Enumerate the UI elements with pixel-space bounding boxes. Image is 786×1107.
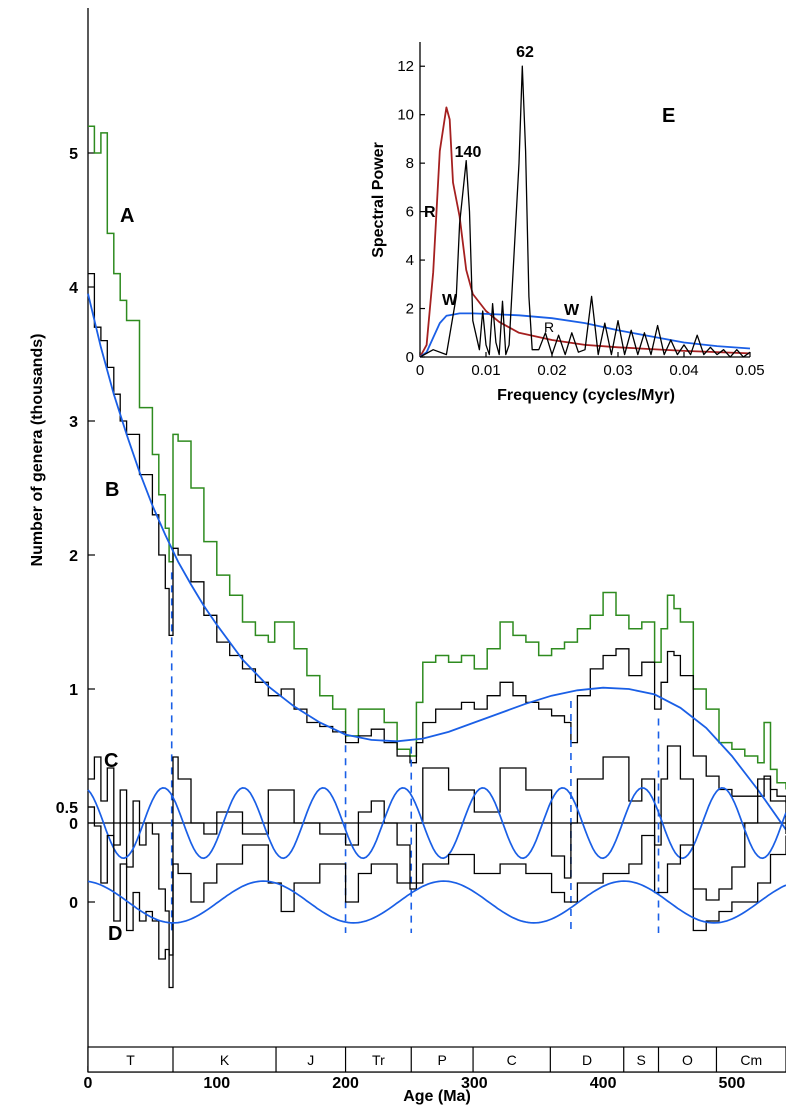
- period-label: S: [636, 1052, 645, 1068]
- period-label: Tr: [372, 1052, 385, 1068]
- main-series: [87, 125, 786, 989]
- period-band: [87, 1046, 786, 1073]
- series-label-R1: R: [424, 204, 436, 221]
- period-label: K: [220, 1052, 230, 1068]
- inset-ticks: 0 0.01 0.02 0.03 0.04 0.05 0 2 4 6 8 10 12: [397, 58, 764, 379]
- series-B-fit-line: [87, 293, 786, 831]
- x-tick-label: 400: [590, 1075, 617, 1092]
- label-A: A: [120, 205, 134, 227]
- series-label-W1: W: [442, 292, 458, 309]
- inset-y-tick-label: 0: [406, 349, 414, 366]
- inset-spectrum: 0 0.01 0.02 0.03 0.04 0.05 0 2 4 6 8 10 12 Frequency…: [370, 42, 765, 404]
- peak-label-140: 140: [455, 144, 482, 161]
- period-labels: T K J Tr P C D S O Cm: [126, 1047, 762, 1072]
- inset-spectrum-line: [419, 65, 751, 358]
- series-label-W2: W: [564, 302, 580, 319]
- x-tick-label: 0: [84, 1075, 93, 1092]
- series-D-line: [88, 806, 786, 989]
- series-D-fit-line: [87, 880, 786, 924]
- inset-y-tick-label: 4: [406, 252, 414, 269]
- x-tick-label: 100: [203, 1075, 230, 1092]
- peak-label-62: 62: [516, 44, 534, 61]
- inset-x-tick-label: 0: [416, 362, 424, 379]
- inset-y-tick-label: 12: [397, 58, 414, 75]
- period-label: J: [307, 1052, 314, 1068]
- inset-y-tick-label: 6: [406, 204, 414, 221]
- x-tick-label: 500: [719, 1075, 746, 1092]
- inset-x-tick-label: 0.01: [471, 362, 500, 379]
- y-tick-label: 0.5: [56, 800, 78, 817]
- inset-x-tick-label: 0.02: [537, 362, 566, 379]
- y-tick-label: 0: [69, 816, 78, 833]
- period-label: Cm: [740, 1052, 762, 1068]
- period-label: O: [682, 1052, 693, 1068]
- y-tick-label: 5: [69, 146, 78, 163]
- inset-y-title: Spectral Power: [370, 142, 387, 258]
- series-label-R2: R: [544, 319, 554, 335]
- y-tick-label: 4: [69, 280, 78, 297]
- label-D: D: [108, 923, 122, 945]
- period-label: D: [582, 1052, 592, 1068]
- inset-panel-label: E: [662, 105, 675, 127]
- inset-y-tick-label: 8: [406, 155, 414, 172]
- inset-white-noise-line: [419, 312, 751, 358]
- inset-y-tick-label: 10: [397, 107, 414, 124]
- inset-series: [419, 65, 751, 358]
- series-C-line: [88, 745, 786, 956]
- inset-x-tick-label: 0.03: [603, 362, 632, 379]
- inset-x-title: Frequency (cycles/Myr): [497, 387, 675, 404]
- series-B-line: [88, 272, 786, 803]
- inset-red-noise-line: [419, 106, 751, 358]
- x-tick-label: 200: [332, 1075, 359, 1092]
- period-label: C: [507, 1052, 517, 1068]
- series-A-line: [88, 125, 786, 790]
- y-tick-label: 3: [69, 414, 78, 431]
- inset-y-tick-label: 2: [406, 301, 414, 318]
- period-label: P: [437, 1052, 446, 1068]
- x-axis-title: Age (Ma): [403, 1088, 471, 1105]
- x-tick-label: 300: [461, 1075, 488, 1092]
- y-tick-label: 2: [69, 548, 78, 565]
- label-C: C: [104, 750, 118, 772]
- series-C-fit-line: [87, 787, 786, 860]
- period-label: T: [126, 1052, 135, 1068]
- label-B: B: [105, 479, 119, 501]
- y-tick-label: 1: [69, 682, 78, 699]
- y-tick-label: 0: [69, 895, 78, 912]
- inset-x-tick-label: 0.05: [735, 362, 764, 379]
- inset-x-tick-label: 0.04: [669, 362, 698, 379]
- y-axis-title: Number of genera (thousands): [29, 334, 46, 567]
